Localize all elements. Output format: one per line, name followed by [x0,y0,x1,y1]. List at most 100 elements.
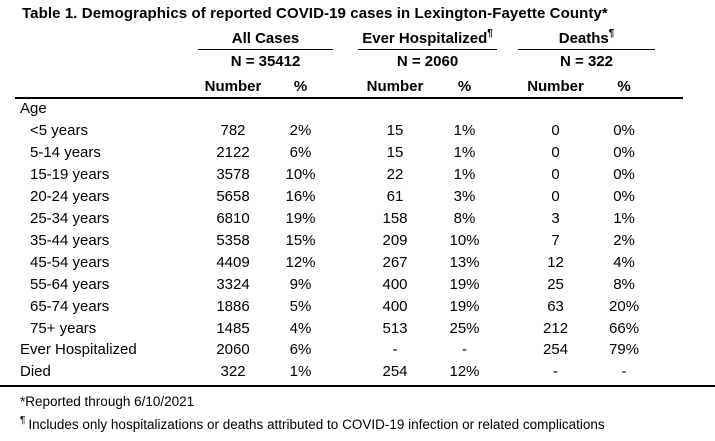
row-label: Died [20,363,51,381]
cell-value [268,98,333,120]
column-gap [497,28,518,49]
cell-value: 3578 [216,166,250,184]
cell-value: 3 [551,209,560,227]
column-gap [333,208,358,230]
row-label: 25-34 years [30,209,110,227]
subheader-percent: % [293,77,308,95]
group-label: Deaths [558,30,609,48]
demographics-table: All Cases Ever Hospitalized¶ Deaths¶ N =… [0,28,656,383]
subheader-percent: % [617,77,631,95]
cell-value: 4409 [216,253,250,271]
cell-value [518,98,593,120]
footnote-text: Includes only hospitalizations or deaths… [28,416,605,432]
row-label: 45-54 years [30,253,110,271]
row-label: 35-44 years [30,231,110,249]
column-gap [333,229,358,251]
table-row: 15-19 years 3578 10% 22 1% 0 0% [0,164,655,186]
row-label: 65-74 years [30,297,110,315]
cell-value: 3324 [216,275,250,293]
subheader-number: Number [204,77,262,95]
column-gap [333,295,358,317]
footnote-reported-through: *Reported through 6/10/2021 [20,394,194,409]
column-gap [497,120,518,142]
cell-value: 3% [453,188,476,206]
cell-value: 15 [386,144,404,162]
column-gap [497,49,518,74]
cell-value: 4% [289,319,312,337]
table-row: 65-74 years 1886 5% 400 19% 63 20% [0,295,655,317]
column-gap [333,339,358,361]
cell-value: 6% [289,144,312,162]
column-gap [333,120,358,142]
cell-value: 1485 [216,319,250,337]
footnote-mark: ¶ [487,28,493,40]
cell-value: 66% [609,319,640,337]
column-gap [497,339,518,361]
cell-value [198,98,268,120]
table-row: 35-44 years 5358 15% 209 10% 7 2% [0,229,655,251]
n-all-cases: N = 35412 [230,53,301,71]
cell-value: 79% [609,341,640,359]
cell-value: 2% [289,122,312,140]
cell-value: 0% [613,166,635,184]
cell-value: 0 [551,122,560,140]
cell-value: 15% [285,231,316,249]
header-spacer [0,49,198,74]
cell-value: 0% [613,122,635,140]
subheader-number: Number [527,77,584,95]
column-gap [333,317,358,339]
column-gap [333,164,358,186]
column-gap [497,361,518,383]
row-label: 55-64 years [30,275,110,293]
cell-value: 254 [543,341,569,359]
row-label: 5-14 years [30,144,101,162]
cell-value: - [553,363,559,381]
column-gap [497,186,518,208]
column-gap [333,273,358,295]
cell-value: 9% [289,275,312,293]
table-row: 75+ years 1485 4% 513 25% 212 66% [0,317,655,339]
cell-value: 8% [453,209,476,227]
column-gap [333,186,358,208]
column-gap [333,74,358,98]
cell-value: 19% [449,275,480,293]
table-row: <5 years 782 2% 15 1% 0 0% [0,120,655,142]
cell-value: 322 [220,363,246,381]
row-label: Ever Hospitalized [20,341,137,359]
group-all-cases: All Cases [198,28,334,50]
column-gap [333,251,358,273]
column-gap [497,295,518,317]
cell-value: - [392,341,398,359]
row-label: Age [20,100,47,118]
group-deaths: Deaths¶ [518,28,656,50]
column-gap [497,208,518,230]
table-row: 45-54 years 4409 12% 267 13% 12 4% [0,251,655,273]
column-gap [497,273,518,295]
table-row: 55-64 years 3324 9% 400 19% 25 8% [0,273,655,295]
cell-value: 1% [453,166,476,184]
cell-value: 1886 [216,297,250,315]
column-gap [497,251,518,273]
cell-value: 2122 [216,144,250,162]
table-title: Table 1. Demographics of reported COVID-… [22,5,608,22]
row-label: 20-24 years [30,188,110,206]
group-label: Ever Hospitalized [362,30,488,48]
cell-value: 12% [285,253,316,271]
header-spacer [0,74,198,98]
cell-value [593,98,655,120]
table-row: Died 322 1% 254 12% - - [0,361,655,383]
column-gap [333,28,358,49]
cell-value: 19% [285,209,316,227]
cell-value [358,98,432,120]
cell-value: 0 [551,188,560,206]
column-gap [497,74,518,98]
table-row: 5-14 years 2122 6% 15 1% 0 0% [0,142,655,164]
n-deaths: N = 322 [560,53,614,71]
column-gap [497,98,518,120]
cell-value: 12% [449,363,480,381]
header-spacer [0,28,198,49]
footnote-text: Reported through 6/10/2021 [25,394,195,409]
row-label: 15-19 years [30,166,110,184]
cell-value: 209 [382,231,408,249]
